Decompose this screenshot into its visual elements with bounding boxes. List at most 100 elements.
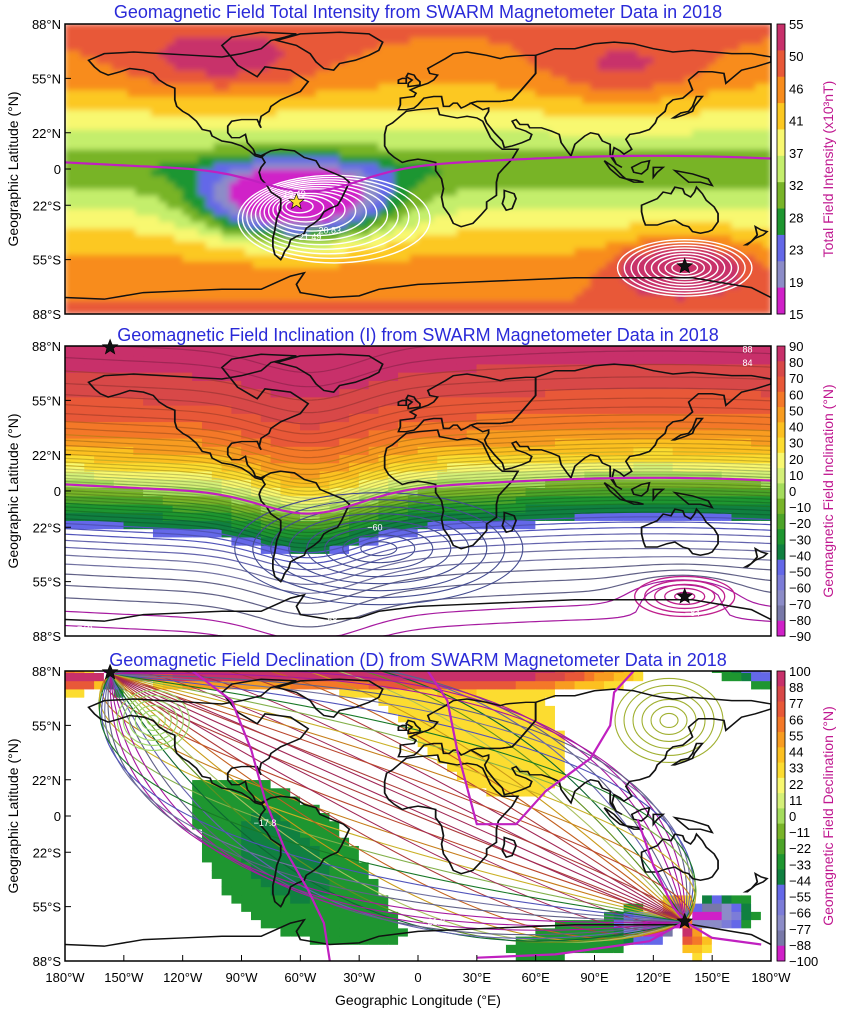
field-cell <box>80 247 89 255</box>
field-cell <box>456 36 466 45</box>
field-cell <box>449 214 458 223</box>
field-cell <box>192 495 203 505</box>
field-cell <box>192 553 203 563</box>
field-cell <box>582 76 591 84</box>
field-cell <box>127 129 136 137</box>
field-cell <box>96 102 105 110</box>
field-cell <box>260 300 270 308</box>
field-cell <box>192 346 203 348</box>
field-cell <box>629 234 638 242</box>
field-cell <box>205 148 215 157</box>
field-cell <box>496 175 505 183</box>
field-cell <box>755 267 764 275</box>
field-cell <box>315 307 325 314</box>
field-cell <box>425 241 434 249</box>
field-cell <box>231 602 242 612</box>
field-cell <box>339 135 348 143</box>
field-cell <box>660 221 670 229</box>
field-cell <box>464 307 474 314</box>
field-cell <box>221 487 232 497</box>
field-cell <box>166 63 176 71</box>
field-cell <box>292 300 301 308</box>
field-cell <box>558 30 568 38</box>
field-cell <box>692 300 701 308</box>
field-cell <box>417 201 427 209</box>
field-cell <box>135 214 144 223</box>
field-cell <box>441 201 450 209</box>
field-cell <box>480 293 489 302</box>
field-cell <box>300 594 311 604</box>
field-cell <box>731 260 740 269</box>
field-cell <box>182 234 191 242</box>
field-cell <box>237 155 246 163</box>
field-cell <box>150 274 160 282</box>
field-cell <box>84 528 95 538</box>
field-cell <box>339 155 348 163</box>
field-cell <box>88 162 97 170</box>
field-cell <box>653 30 662 38</box>
field-cell <box>551 56 560 64</box>
field-cell <box>362 234 372 242</box>
field-cell <box>221 63 231 71</box>
field-cell <box>676 155 686 163</box>
field-cell <box>441 195 450 203</box>
field-cell <box>676 129 686 137</box>
contour-value-label: 20.83 <box>318 225 341 235</box>
contour-line <box>276 194 336 223</box>
field-cell <box>433 195 442 203</box>
field-cell <box>237 30 246 38</box>
field-cell <box>511 162 521 170</box>
field-cell <box>715 267 725 275</box>
field-cell <box>378 168 387 176</box>
field-cell <box>290 594 301 604</box>
field-cell <box>96 30 105 38</box>
field-cell <box>731 175 740 183</box>
field-cell <box>574 96 584 104</box>
field-cell <box>88 109 97 117</box>
field-cell <box>201 528 213 538</box>
field-cell <box>613 228 623 236</box>
field-cell <box>613 83 623 91</box>
field-cell <box>370 195 380 203</box>
field-cell <box>245 267 254 275</box>
field-cell <box>113 454 125 464</box>
field-cell <box>211 594 223 604</box>
field-cell <box>684 195 693 203</box>
field-cell <box>527 36 536 45</box>
field-cell <box>237 96 246 104</box>
field-cell <box>260 594 272 604</box>
field-cell <box>292 115 301 124</box>
field-cell <box>323 102 333 110</box>
field-cell <box>613 300 623 308</box>
field-cell <box>755 247 764 255</box>
field-cell <box>425 293 434 302</box>
field-cell <box>119 24 129 31</box>
field-cell <box>260 30 270 38</box>
field-cell <box>300 602 311 612</box>
field-cell <box>700 181 709 190</box>
field-cell <box>574 168 584 176</box>
field-cell <box>535 274 544 282</box>
field-cell <box>65 89 74 97</box>
field-cell <box>598 234 607 242</box>
field-cell <box>409 168 419 176</box>
field-cell <box>276 260 285 269</box>
field-cell <box>668 109 678 117</box>
field-cell <box>72 195 81 203</box>
field-cell <box>629 129 638 137</box>
field-cell <box>715 221 725 229</box>
field-cell <box>74 503 85 513</box>
field-cell <box>637 142 646 150</box>
field-cell <box>213 30 223 38</box>
field-cell <box>143 287 152 295</box>
field-cell <box>65 83 74 91</box>
field-cell <box>182 267 191 275</box>
field-cell <box>80 307 89 314</box>
field-cell <box>65 102 74 110</box>
field-cell <box>402 254 411 262</box>
field-cell <box>323 43 333 51</box>
field-cell <box>88 247 97 255</box>
field-cell <box>290 479 301 489</box>
field-cell <box>198 83 207 91</box>
